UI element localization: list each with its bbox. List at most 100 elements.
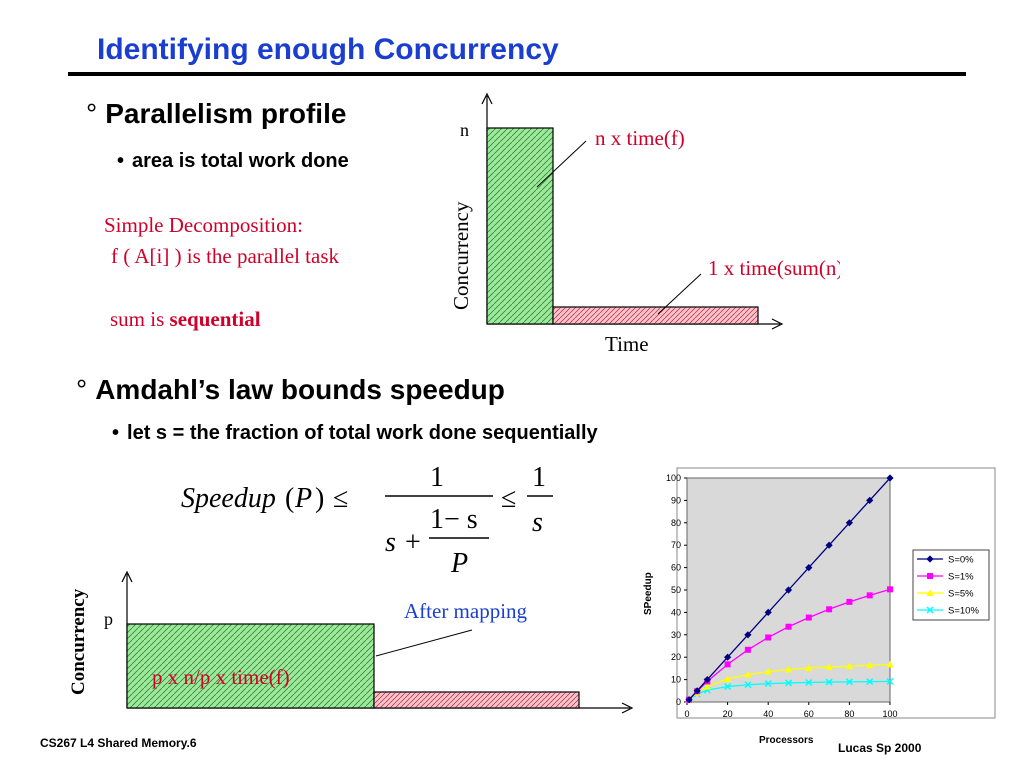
sub-bullet-fraction: • let s = the fraction of total work done… [112, 422, 598, 445]
bullet-marker: ° [86, 98, 98, 129]
data-point [866, 661, 874, 669]
data-point [744, 681, 752, 689]
annot-parallel-mapped: p x n/p x time(f) [152, 665, 290, 689]
y-tick-n: n [460, 120, 469, 140]
x-tick-label: 40 [763, 709, 773, 719]
y-tick-label: 40 [671, 607, 681, 617]
y-tick-label: 90 [671, 495, 681, 505]
y-axis-ticks: 0 10 20 30 40 50 60 70 80 90 100 [666, 473, 687, 707]
eq-one-minus-s: 1− s [430, 504, 478, 535]
data-point [805, 614, 812, 621]
title-divider [68, 72, 966, 76]
legend-marker [927, 573, 933, 579]
sequential-bar [552, 306, 759, 325]
chart-legend [912, 549, 990, 621]
note-sequential-prefix: sum is [110, 307, 170, 331]
note-sequential-bold: sequential [169, 307, 261, 331]
pointer-after-mapping [375, 629, 473, 657]
y-tick-label: 0 [676, 697, 681, 707]
eq-paren-close: ) [315, 483, 324, 514]
pointer-parallel [536, 140, 587, 188]
eq-s: s [385, 527, 396, 558]
bullet-parallelism-profile: ° Parallelism profile [86, 98, 346, 130]
data-point [846, 598, 853, 605]
data-point [866, 592, 873, 599]
x-tick-label: 60 [804, 709, 814, 719]
y-axis-arrow [121, 570, 133, 583]
data-point [825, 678, 833, 686]
after-mapping-diagram: p p x n/p x time(f) After mapping Concur… [68, 570, 634, 714]
data-point [764, 680, 772, 688]
data-point [887, 586, 893, 593]
eq-arg: P [294, 483, 312, 514]
parallelism-profile-diagram: n n x time(f) 1 x time(sum(n)) Time Conc… [449, 92, 840, 356]
pointer-sequential [657, 273, 702, 315]
speedup-chart: 0 10 20 30 40 50 60 70 80 90 100 0 20 40 60 80 100 SPee… [643, 467, 996, 746]
note-simple-decomposition: Simple Decomposition: [104, 213, 303, 237]
data-point [805, 664, 813, 671]
footer-left: CS267 L4 Shared Memory.6 [40, 736, 197, 750]
y-tick-p: p [104, 609, 113, 629]
data-point [886, 677, 894, 685]
legend-label: S=5% [948, 589, 974, 600]
eq-P: P [450, 548, 468, 579]
data-point [764, 667, 772, 675]
footer-right: Lucas Sp 2000 [838, 741, 922, 755]
y-tick-label: 70 [671, 540, 681, 550]
legend-label: S=10% [948, 606, 979, 617]
data-point [845, 662, 853, 670]
data-point [724, 683, 732, 691]
bullet-label: Amdahl’s law bounds speedup [95, 374, 505, 405]
data-point [685, 696, 693, 704]
sub-bullet-marker: • [117, 150, 125, 172]
legend-marker [926, 589, 934, 596]
sequential-bar-mapped [373, 691, 580, 709]
data-point [886, 660, 894, 668]
y-axis-arrow [481, 92, 493, 105]
data-point [784, 679, 793, 687]
y-tick-label: 20 [671, 652, 681, 662]
y-tick-label: 100 [666, 473, 681, 483]
y-label-concurrency: Concurrency [68, 588, 89, 695]
y-label-concurrency: Concurrency [449, 201, 473, 310]
legend-entries: S=0% S=1% S=5% S=10% [917, 555, 979, 617]
data-point [724, 661, 731, 668]
amdahl-equation: Speedup ( P ) ≤ 1 s + 1− s P ≤ 1 s [181, 462, 553, 579]
parallel-bar [486, 127, 554, 325]
eq-speedup: Speedup [181, 483, 276, 514]
sub-bullet-marker: • [112, 422, 120, 444]
sub-bullet-label: let s = the fraction of total work done … [127, 422, 598, 444]
x-axis-arrow [771, 318, 784, 330]
x-tick-label: 80 [844, 709, 854, 719]
note-parallel-task: f ( A[i] ) is the parallel task [111, 244, 340, 268]
data-point [866, 678, 874, 686]
legend-marker [926, 555, 934, 563]
eq-rhs-numerator: 1 [532, 462, 546, 493]
data-point [744, 646, 751, 653]
data-point [765, 634, 772, 641]
x-axis-arrow [621, 702, 634, 714]
data-point [826, 606, 833, 613]
annot-after-mapping: After mapping [404, 599, 528, 623]
annot-sequential: 1 x time(sum(n)) [708, 256, 840, 280]
x-tick-label: 100 [882, 709, 897, 719]
note-sequential: sum is sequential [110, 307, 261, 332]
x-label-time: Time [605, 332, 649, 356]
series-S=10% [685, 677, 894, 704]
eq-paren-open: ( [285, 483, 294, 514]
data-point [845, 678, 853, 686]
series-layer [685, 474, 894, 704]
y-tick-label: 30 [671, 630, 681, 640]
chart-x-label: Processors [759, 735, 814, 746]
data-point [785, 623, 792, 630]
eq-numerator: 1 [430, 462, 444, 493]
sub-bullet-area: • area is total work done [117, 150, 349, 173]
eq-le-2: ≤ [501, 483, 516, 514]
bullet-marker: ° [76, 374, 88, 405]
chart-y-label: SPeedup [643, 572, 654, 615]
data-point [825, 663, 833, 671]
y-tick-label: 50 [671, 585, 681, 595]
data-point [886, 474, 894, 482]
data-point [805, 678, 813, 687]
data-point [784, 586, 793, 594]
